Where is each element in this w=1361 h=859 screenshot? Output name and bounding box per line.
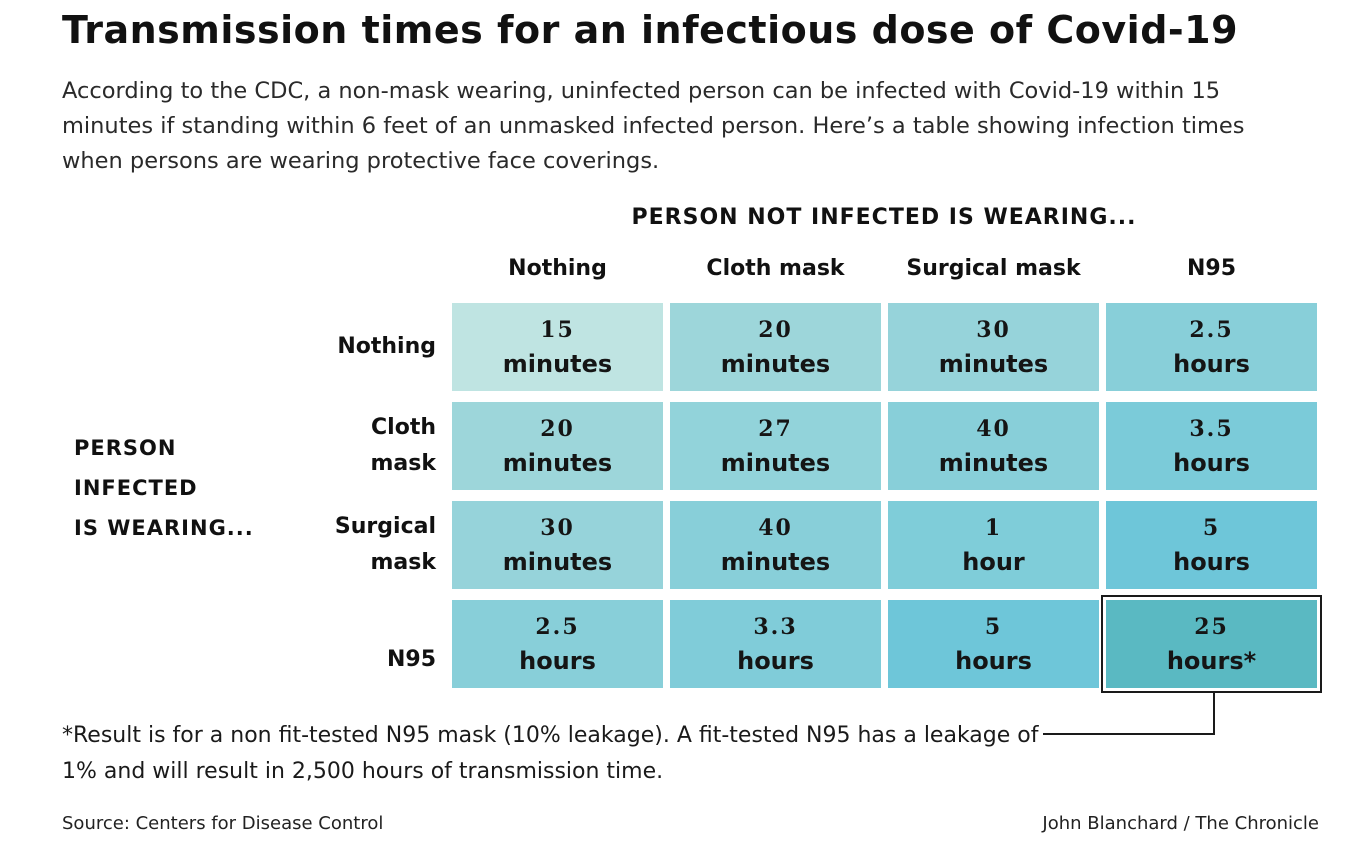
row-group-title-line: INFECTED <box>74 476 198 500</box>
row-header: Cloth mask <box>300 410 437 482</box>
footnote: *Result is for a non fit-tested N95 mask… <box>62 723 1039 784</box>
table-cell: 2.5 hours <box>1106 303 1317 391</box>
cell-value: 3.3 <box>753 614 798 640</box>
cell-value: 20 <box>758 317 793 343</box>
cell-unit: hour <box>962 548 1025 576</box>
cell-unit: hours <box>737 647 814 675</box>
row-header: Nothing <box>300 329 436 365</box>
cell-value: 20 <box>540 416 575 442</box>
chart-subtitle: According to the CDC, a non-mask wearing… <box>62 78 1245 174</box>
cell-unit: hours <box>1173 449 1250 477</box>
cell-value: 15 <box>540 317 575 343</box>
row-group-title: PERSON INFECTED IS WEARING... <box>74 428 254 548</box>
table-cell: 2.5 hours <box>452 600 663 688</box>
chart-title: Transmission times for an infectious dos… <box>62 8 1239 52</box>
cell-unit: minutes <box>938 350 1049 378</box>
row-header: N95 <box>300 642 436 678</box>
cell-unit: hours <box>519 647 596 675</box>
cell-value: 30 <box>976 317 1011 343</box>
cell-unit: hours <box>955 647 1032 675</box>
table-cell: 40 minutes <box>888 402 1099 490</box>
cell-unit: hours <box>1173 350 1250 378</box>
table-cell: 1 hour <box>888 501 1099 589</box>
credit-line: John Blanchard / The Chronicle <box>1042 813 1319 834</box>
column-header: N95 <box>1186 256 1237 281</box>
row-header-line: Cloth <box>371 415 436 440</box>
cell-unit: hours <box>1173 548 1250 576</box>
cell-value: 2.5 <box>535 614 580 640</box>
cell-unit: minutes <box>720 350 831 378</box>
cell-unit: minutes <box>938 449 1049 477</box>
cell-value: 27 <box>758 416 793 442</box>
table-cell: 5 hours <box>1106 501 1317 589</box>
cell-unit: minutes <box>720 449 831 477</box>
cell-unit: hours* <box>1166 647 1257 675</box>
cell-unit: minutes <box>502 350 613 378</box>
cell-unit: minutes <box>502 548 613 576</box>
table-cell: 20 minutes <box>670 303 881 391</box>
table-cell: 27 minutes <box>670 402 881 490</box>
table-cell: 5 hours <box>888 600 1099 688</box>
row-header: Surgical mask <box>300 509 436 581</box>
cell-value: 1 <box>984 515 1003 541</box>
footnote-leader-horizontal <box>1043 733 1215 735</box>
cell-value: 40 <box>758 515 793 541</box>
cell-value: 2.5 <box>1189 317 1234 343</box>
row-group-title-line: IS WEARING... <box>74 516 254 540</box>
row-header-line: mask <box>370 550 437 575</box>
row-header-line: mask <box>370 451 437 476</box>
column-group-title: PERSON NOT INFECTED IS WEARING... <box>631 205 1137 230</box>
cell-value: 5 <box>984 614 1003 640</box>
column-header: Cloth mask <box>706 256 845 281</box>
cell-value: 30 <box>540 515 575 541</box>
table-cell: 30 minutes <box>888 303 1099 391</box>
footnote-leader-vertical <box>1213 693 1215 734</box>
row-header-line: Nothing <box>337 334 436 359</box>
cell-value: 5 <box>1202 515 1221 541</box>
row-header-line: N95 <box>386 647 436 672</box>
table-cell: 30 minutes <box>452 501 663 589</box>
cell-value: 3.5 <box>1189 416 1234 442</box>
cell-unit: minutes <box>502 449 613 477</box>
row-group-title-line: PERSON <box>74 436 177 460</box>
table-cell: 3.5 hours <box>1106 402 1317 490</box>
table-cell: 40 minutes <box>670 501 881 589</box>
column-header: Nothing <box>508 256 607 281</box>
table-cell-highlighted: 25 hours* <box>1101 595 1322 693</box>
column-header: Surgical mask <box>906 256 1081 281</box>
table-cell: 3.3 hours <box>670 600 881 688</box>
table-cell: 15 minutes <box>452 303 663 391</box>
source-note: Source: Centers for Disease Control <box>62 813 384 834</box>
row-header-line: Surgical <box>334 514 436 539</box>
cell-value: 25 <box>1194 614 1229 640</box>
table-cell: 20 minutes <box>452 402 663 490</box>
cell-value: 40 <box>976 416 1011 442</box>
cell-unit: minutes <box>720 548 831 576</box>
